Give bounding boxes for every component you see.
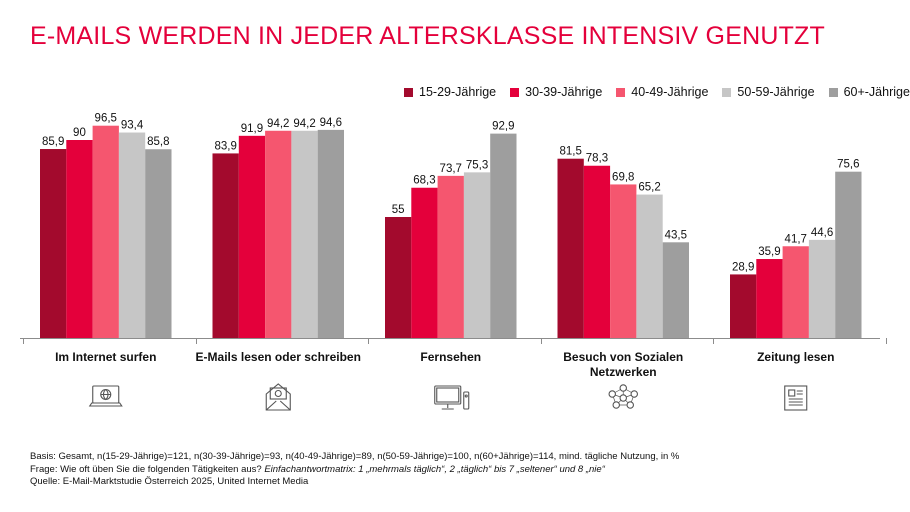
legend-item: 60+-Jährige [828,85,910,99]
social-network-icon [608,384,638,409]
bar [66,140,93,338]
bar [212,153,239,338]
category-label: E-Mails lesen oder schreiben [196,350,361,364]
data-label: 81,5 [559,146,581,158]
bar [557,158,584,338]
bar [756,259,783,338]
legend-item: 15-29-Jährige [404,85,496,99]
data-label: 65,2 [638,182,660,194]
bar [40,149,67,338]
data-label: 35,9 [758,246,780,258]
data-label: 93,4 [121,120,144,132]
bar [808,239,836,338]
data-label: 69,8 [612,171,634,183]
legend-label: 15-29-Jährige [419,85,497,99]
data-label: 85,8 [147,136,169,148]
legend-swatch [722,87,732,97]
footnote-frage-italic: Einfachantwortmatrix: 1 „mehrmals täglic… [264,463,605,475]
data-label: 90 [73,127,86,139]
chart-legend: 15-29-Jährige 30-39-Jährige 40-49-Jährige 5… [404,85,910,99]
chart-title: E-MAILS WERDEN IN JEDER ALTERSKLASSE INT… [30,22,825,50]
bar [145,149,172,338]
category-label: Netzwerken [590,365,657,379]
category-label: Fernsehen [420,350,481,364]
data-label: 73,7 [440,163,462,175]
data-label: 41,7 [785,233,807,245]
category-label: Besuch von Sozialen [563,350,683,364]
bar [385,217,412,338]
data-label: 94,2 [293,118,315,130]
footnote-basis: Basis: Gesamt, n(15-29-Jährige)=121, n(3… [30,451,680,462]
bar [291,130,318,338]
legend-label: 60+-Jährige [843,85,910,99]
legend-label: 50-59-Jährige [737,85,815,99]
data-label: 96,5 [95,113,117,125]
data-label: 94,2 [267,118,289,130]
bar [490,133,517,338]
legend-swatch [510,87,520,97]
bar [118,132,146,338]
footnote-frage-prefix: Frage: Wie oft üben Sie die folgenden Tä… [30,463,265,475]
bar [782,246,809,338]
bar [583,165,611,338]
legend-item: 30-39-Jährige [510,85,602,99]
data-label: 68,3 [413,175,435,187]
bar [835,171,862,338]
footnote-frage: Frage: Wie oft üben Sie die folgenden Tä… [30,464,679,477]
data-label: 92,9 [492,121,514,133]
bar [265,130,292,338]
category-label: Im Internet surfen [55,350,156,364]
legend-label: 30-39-Jährige [525,85,603,99]
bar [730,274,757,338]
data-label: 83,9 [214,140,236,152]
bar [317,129,344,338]
bar [636,194,663,338]
data-label: 55 [392,204,405,216]
bar [463,172,491,338]
data-label: 43,5 [665,229,687,241]
bar [411,187,438,338]
data-label: 85,9 [42,136,64,148]
category-label: Zeitung lesen [757,350,834,364]
bar [662,242,689,338]
data-label: 28,9 [732,261,754,273]
footnote-quelle: Quelle: E-Mail-Marktstudie Österreich 20… [30,476,309,487]
legend-swatch [404,87,413,97]
bar [92,125,119,338]
legend-swatch [828,87,838,97]
legend-swatch [616,87,626,97]
data-label: 78,3 [586,153,608,165]
data-label: 75,6 [837,159,859,171]
laptop-icon [88,385,123,407]
legend-label: 40-49-Jährige [631,85,709,99]
data-label: 44,6 [811,227,833,239]
data-label: 75,3 [466,159,488,171]
legend-item: 40-49-Jährige [616,85,708,99]
bar [238,135,266,338]
footnotes: Basis: Gesamt, n(15-29-Jährige)=121, n(3… [30,451,679,489]
legend-item: 50-59-Jährige [722,85,815,99]
data-label: 94,6 [320,117,342,129]
data-label: 91,9 [241,123,263,135]
newspaper-icon [784,385,808,411]
tv-icon [434,385,470,410]
bar [610,184,637,338]
email-envelope-icon [265,383,291,411]
bar [437,175,464,338]
